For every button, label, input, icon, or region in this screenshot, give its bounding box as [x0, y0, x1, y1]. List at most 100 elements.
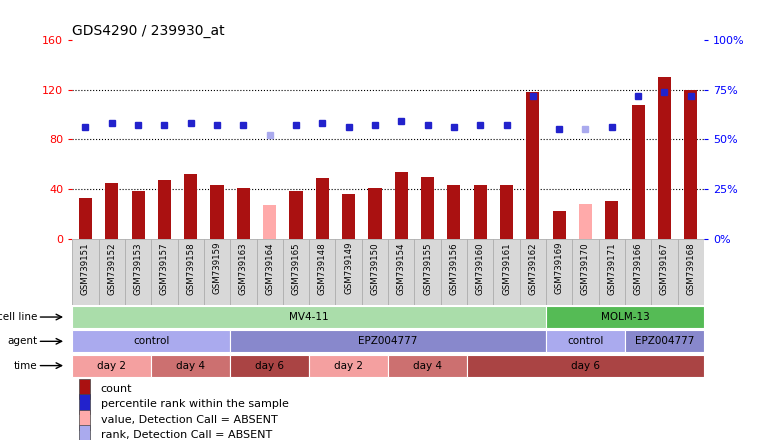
- Text: agent: agent: [8, 336, 37, 346]
- FancyBboxPatch shape: [677, 239, 704, 305]
- FancyBboxPatch shape: [361, 239, 388, 305]
- Text: GSM739159: GSM739159: [212, 242, 221, 294]
- Bar: [184, 174, 197, 239]
- Bar: [342, 194, 355, 239]
- FancyBboxPatch shape: [651, 239, 677, 305]
- Text: day 6: day 6: [255, 361, 284, 371]
- Text: value, Detection Call = ABSENT: value, Detection Call = ABSENT: [100, 415, 278, 425]
- FancyBboxPatch shape: [177, 239, 204, 305]
- Text: GSM739148: GSM739148: [318, 242, 326, 294]
- FancyBboxPatch shape: [336, 239, 361, 305]
- FancyBboxPatch shape: [283, 239, 309, 305]
- FancyBboxPatch shape: [151, 239, 177, 305]
- FancyBboxPatch shape: [546, 239, 572, 305]
- Bar: [658, 77, 671, 239]
- Bar: [527, 92, 540, 239]
- Bar: [684, 90, 697, 239]
- Bar: [447, 185, 460, 239]
- FancyBboxPatch shape: [204, 239, 231, 305]
- Text: GSM739163: GSM739163: [239, 242, 248, 294]
- Text: MV4-11: MV4-11: [289, 312, 329, 322]
- Text: day 6: day 6: [571, 361, 600, 371]
- Bar: [105, 183, 119, 239]
- Text: GSM739157: GSM739157: [160, 242, 169, 294]
- Text: day 2: day 2: [97, 361, 126, 371]
- Text: GSM739152: GSM739152: [107, 242, 116, 294]
- Text: GSM739158: GSM739158: [186, 242, 196, 294]
- Bar: [632, 104, 645, 239]
- Text: control: control: [567, 336, 603, 346]
- Text: GSM739161: GSM739161: [502, 242, 511, 294]
- FancyBboxPatch shape: [572, 239, 599, 305]
- Text: GSM739171: GSM739171: [607, 242, 616, 294]
- Bar: [473, 185, 487, 239]
- FancyBboxPatch shape: [467, 355, 704, 377]
- FancyBboxPatch shape: [72, 355, 151, 377]
- FancyBboxPatch shape: [125, 239, 151, 305]
- Bar: [158, 180, 171, 239]
- Text: MOLM-13: MOLM-13: [600, 312, 649, 322]
- Text: time: time: [14, 361, 37, 371]
- Text: GSM739155: GSM739155: [423, 242, 432, 294]
- Bar: [211, 185, 224, 239]
- Bar: [263, 205, 276, 239]
- Text: rank, Detection Call = ABSENT: rank, Detection Call = ABSENT: [100, 430, 272, 440]
- Bar: [78, 425, 90, 444]
- FancyBboxPatch shape: [231, 239, 256, 305]
- Text: GSM739164: GSM739164: [265, 242, 274, 294]
- FancyBboxPatch shape: [309, 355, 388, 377]
- FancyBboxPatch shape: [388, 239, 415, 305]
- Text: GSM739154: GSM739154: [396, 242, 406, 294]
- Text: GSM739168: GSM739168: [686, 242, 696, 294]
- Text: GSM739156: GSM739156: [450, 242, 458, 294]
- Bar: [79, 198, 92, 239]
- FancyBboxPatch shape: [309, 239, 336, 305]
- Text: EPZ004777: EPZ004777: [635, 336, 694, 346]
- Text: GSM739169: GSM739169: [555, 242, 564, 294]
- FancyBboxPatch shape: [72, 239, 99, 305]
- Text: GSM739167: GSM739167: [660, 242, 669, 294]
- FancyBboxPatch shape: [493, 239, 520, 305]
- FancyBboxPatch shape: [231, 330, 546, 352]
- Text: GSM739170: GSM739170: [581, 242, 590, 294]
- Bar: [289, 191, 303, 239]
- Bar: [78, 394, 90, 414]
- Text: GSM739166: GSM739166: [634, 242, 642, 294]
- Text: GDS4290 / 239930_at: GDS4290 / 239930_at: [72, 24, 225, 38]
- FancyBboxPatch shape: [99, 239, 125, 305]
- FancyBboxPatch shape: [256, 239, 283, 305]
- Bar: [605, 202, 619, 239]
- FancyBboxPatch shape: [520, 239, 546, 305]
- Text: GSM739153: GSM739153: [134, 242, 142, 294]
- Bar: [368, 188, 381, 239]
- Text: cell line: cell line: [0, 312, 37, 322]
- Bar: [395, 171, 408, 239]
- FancyBboxPatch shape: [625, 239, 651, 305]
- FancyBboxPatch shape: [388, 355, 467, 377]
- Bar: [237, 188, 250, 239]
- Text: day 4: day 4: [413, 361, 442, 371]
- Text: GSM739149: GSM739149: [344, 242, 353, 294]
- FancyBboxPatch shape: [415, 239, 441, 305]
- Text: GSM739162: GSM739162: [528, 242, 537, 294]
- Bar: [78, 379, 90, 399]
- Text: GSM739165: GSM739165: [291, 242, 301, 294]
- Bar: [78, 410, 90, 430]
- FancyBboxPatch shape: [72, 330, 231, 352]
- FancyBboxPatch shape: [625, 330, 704, 352]
- Text: day 4: day 4: [177, 361, 205, 371]
- FancyBboxPatch shape: [441, 239, 467, 305]
- Text: GSM739150: GSM739150: [371, 242, 380, 294]
- Text: GSM739151: GSM739151: [81, 242, 90, 294]
- FancyBboxPatch shape: [467, 239, 493, 305]
- Bar: [552, 211, 565, 239]
- Text: count: count: [100, 384, 132, 394]
- Bar: [579, 204, 592, 239]
- Text: EPZ004777: EPZ004777: [358, 336, 418, 346]
- Bar: [421, 177, 435, 239]
- FancyBboxPatch shape: [599, 239, 625, 305]
- Text: control: control: [133, 336, 170, 346]
- FancyBboxPatch shape: [72, 306, 546, 328]
- FancyBboxPatch shape: [151, 355, 231, 377]
- Text: percentile rank within the sample: percentile rank within the sample: [100, 399, 288, 409]
